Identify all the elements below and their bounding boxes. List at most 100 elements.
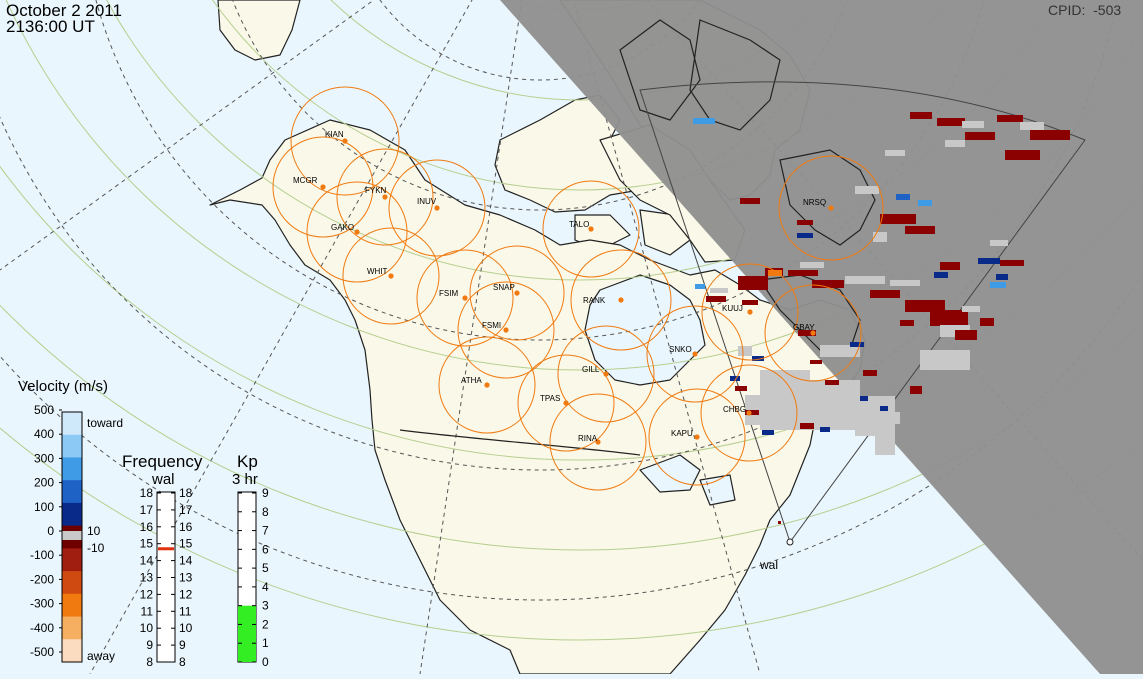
velocity-vector <box>768 270 782 276</box>
station-dot-inuv <box>434 205 440 211</box>
velocity-ground-scatter <box>62 531 82 540</box>
land-north-america <box>209 119 866 675</box>
velocity-color-segment <box>62 502 82 527</box>
velocity-vector <box>788 270 818 276</box>
velocity-gs-lower: -10 <box>87 541 105 555</box>
frequency-tick-label: 13 <box>140 571 154 585</box>
velocity-color-segment <box>62 434 82 458</box>
velocity-vector <box>900 320 914 326</box>
velocity-away-label: away <box>87 649 115 663</box>
velocity-vector <box>880 214 916 224</box>
velocity-vector <box>820 345 860 357</box>
frequency-tick-label-right: 14 <box>179 554 193 568</box>
kp-tick-label: 3 <box>262 599 269 613</box>
station-label-talo: TALO <box>569 220 589 229</box>
station-dot-gako <box>354 229 360 235</box>
velocity-color-segment <box>62 457 82 481</box>
velocity-vector <box>797 233 813 238</box>
station-label-kuuj: KUUJ <box>722 304 743 313</box>
velocity-vector <box>738 346 752 356</box>
station-fov-kapu <box>648 388 746 486</box>
velocity-title: Velocity (m/s) <box>18 378 108 395</box>
station-label-mcgr: MCGR <box>293 176 318 185</box>
velocity-vector <box>710 288 728 293</box>
station-label-whit: WHIT <box>367 267 388 276</box>
station-fov-nrsq <box>778 155 884 261</box>
station-label-gbay: GBAY <box>793 323 815 332</box>
velocity-vector <box>800 380 860 430</box>
frequency-tick-label: 17 <box>140 503 154 517</box>
velocity-vector <box>860 396 868 401</box>
station-fov-fsim <box>416 249 514 347</box>
station-label-inuv: INUV <box>417 197 437 206</box>
station-dot-snap <box>514 290 520 296</box>
station-fov-kuuj <box>701 263 799 361</box>
station-label-gako: GAKO <box>331 223 354 232</box>
station-dot-rina <box>595 439 601 445</box>
station-label-fsmi: FSMI <box>482 321 501 330</box>
kp-tick-label: 2 <box>262 617 269 631</box>
station-label-snko: SNKO <box>669 345 692 354</box>
velocity-legend: Velocity (m/s) 500 400 300 200 100 0 -100 -200 -… <box>18 378 123 663</box>
station-dot-mcgr <box>320 184 326 190</box>
station-fov-tpas <box>517 354 615 452</box>
velocity-vector <box>905 226 935 234</box>
velocity-vector <box>890 280 920 286</box>
velocity-vector <box>980 318 994 326</box>
frequency-tick-label-right: 17 <box>179 503 193 517</box>
velocity-vector <box>735 386 747 391</box>
velocity-vector <box>810 360 822 364</box>
station-fov-atha <box>438 336 536 434</box>
frequency-subtitle: wal <box>151 471 175 488</box>
cpid-label: CPID: <box>1048 2 1086 18</box>
time-label: 2136:00 UT <box>6 17 95 36</box>
frequency-tick-label: 9 <box>146 638 153 652</box>
velocity-tick-label: 100 <box>34 500 54 514</box>
velocity-vector <box>1000 260 1024 266</box>
velocity-vector <box>800 262 824 268</box>
station-label-snap: SNAP <box>493 283 515 292</box>
station-dot-tpas <box>563 400 569 406</box>
station-label-kapu: KAPU <box>671 429 693 438</box>
station-fov-chbg <box>700 364 798 462</box>
station-fov-gill <box>557 325 655 423</box>
station-label-kian: KIAN <box>325 130 344 139</box>
station-dot-gbay <box>810 330 816 336</box>
station-dot-kapu <box>694 434 700 440</box>
velocity-vector <box>990 240 1008 246</box>
station-dot-gill <box>603 371 609 377</box>
station-dot-talo <box>588 226 594 232</box>
station-label-fsim: FSIM <box>439 289 458 298</box>
station-dot-fsmi <box>503 327 509 333</box>
station-dot-nrsq <box>828 205 834 211</box>
station-label-nrsq: NRSQ <box>803 198 826 207</box>
velocity-vector <box>740 198 760 204</box>
velocity-tick-label: 0 <box>47 524 54 538</box>
station-fov-snap <box>469 245 565 341</box>
velocity-vector <box>996 274 1008 280</box>
velocity-vector <box>855 186 879 194</box>
velocity-vector <box>850 342 864 347</box>
velocity-vector <box>920 350 970 370</box>
velocity-vector <box>695 284 705 289</box>
velocity-vector <box>880 406 888 411</box>
radar-site-marker <box>786 538 794 546</box>
frequency-tick-label: 10 <box>140 621 154 635</box>
velocity-vector <box>934 272 948 278</box>
velocity-vector <box>742 300 758 305</box>
station-dot-kuuj <box>747 309 753 315</box>
station-dot-fsim <box>462 295 468 301</box>
frequency-tick-label: 12 <box>140 587 154 601</box>
velocity-tick-label: -400 <box>30 621 54 635</box>
frequency-tick-label-right: 8 <box>179 655 186 669</box>
velocity-color-segment <box>62 616 82 640</box>
kp-legend: Kp 3 hr 9 8 7 6 5 4 3 2 1 0 <box>232 452 269 669</box>
velocity-vector <box>820 427 830 432</box>
kp-tick-label: 0 <box>262 655 269 669</box>
velocity-gs-upper: 10 <box>87 524 101 538</box>
velocity-vector <box>930 310 968 326</box>
frequency-tick-label-right: 9 <box>179 638 186 652</box>
velocity-vector <box>955 330 977 340</box>
velocity-vector <box>1005 150 1040 160</box>
velocity-vector <box>990 282 1006 288</box>
